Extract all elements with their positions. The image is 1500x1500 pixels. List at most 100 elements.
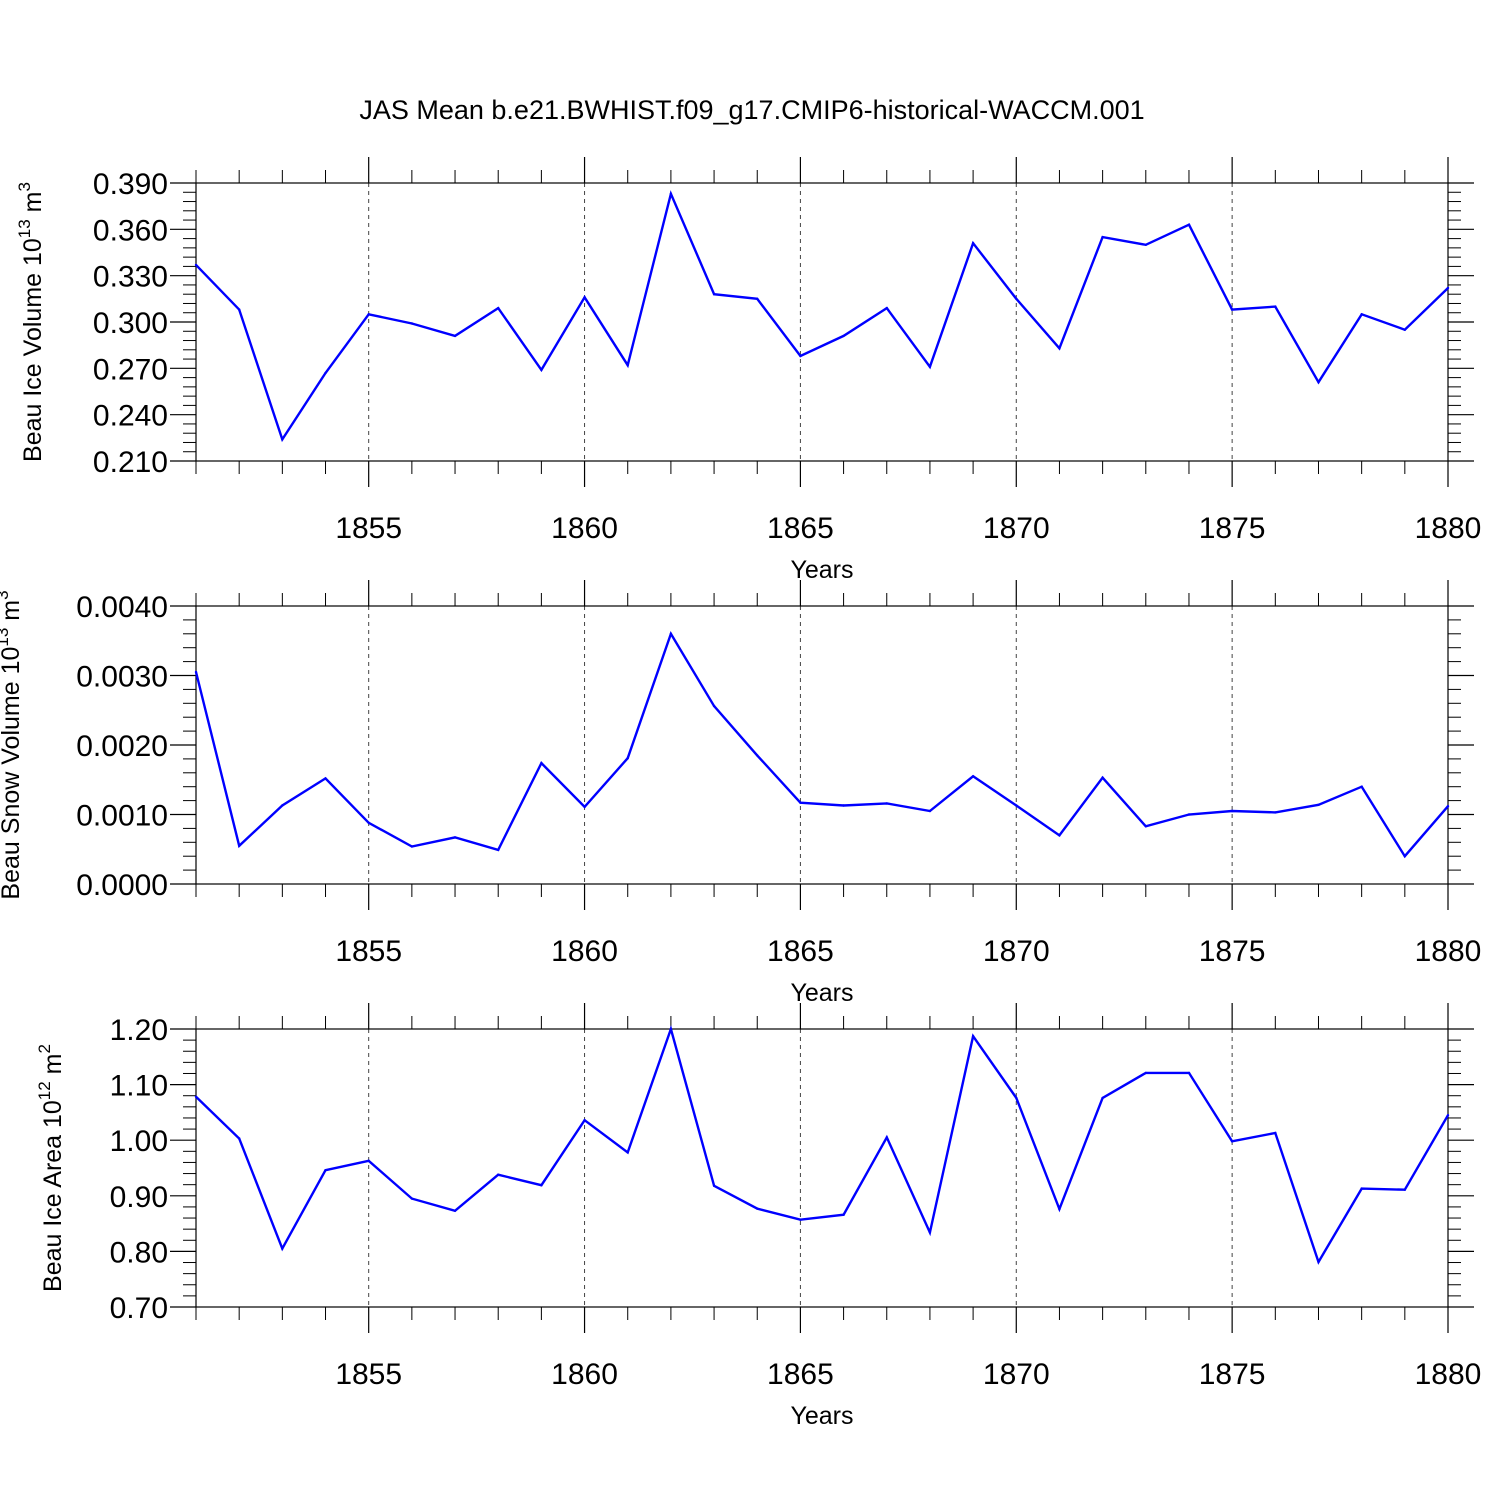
y-axis-label: Beau Ice Area 1012 m2 — [35, 1044, 67, 1292]
data-point — [1317, 803, 1320, 806]
y-tick-label: 0.330 — [93, 261, 168, 294]
data-point — [497, 306, 500, 310]
y-tick-label: 0.240 — [93, 400, 168, 433]
data-point — [885, 802, 888, 805]
data-point — [712, 1184, 716, 1188]
data-point — [410, 845, 414, 848]
x-tick-label: 1865 — [767, 1358, 834, 1391]
data-point — [1058, 347, 1061, 350]
data-point — [756, 754, 759, 757]
data-point — [842, 804, 845, 807]
x-tick-label: 1875 — [1199, 935, 1266, 968]
x-tick-label: 1865 — [767, 512, 834, 545]
data-point — [238, 844, 241, 847]
y-tick-label: 0.80 — [110, 1236, 168, 1269]
y-tick-label: 0.0030 — [76, 661, 168, 694]
data-point — [453, 334, 457, 338]
x-tick-label: 1870 — [983, 512, 1050, 545]
data-point — [928, 365, 932, 368]
y-tick-label: 0.390 — [93, 168, 168, 201]
data-point — [971, 242, 975, 245]
data-point — [885, 306, 888, 310]
data-point — [1360, 1187, 1363, 1190]
y-tick-label: 0.0000 — [76, 869, 168, 902]
y-tick-label: 0.210 — [93, 446, 168, 479]
data-point — [281, 438, 284, 441]
x-tick-label: 1860 — [551, 935, 618, 968]
y-tick-label: 0.0020 — [76, 730, 168, 763]
data-point — [842, 1213, 845, 1216]
data-point — [1058, 1207, 1061, 1211]
data-point — [583, 1119, 586, 1122]
data-point — [842, 334, 845, 338]
plot-frame — [195, 182, 1449, 462]
data-point — [367, 821, 370, 824]
y-tick-label: 0.300 — [93, 307, 168, 340]
data-point — [1101, 1096, 1104, 1100]
data-point — [1317, 381, 1320, 384]
data-point — [669, 632, 673, 635]
data-point — [1446, 1114, 1450, 1117]
data-point — [669, 1027, 673, 1031]
x-tick-label: 1880 — [1415, 512, 1482, 545]
y-tick-label: 0.360 — [93, 214, 168, 247]
y-axis-label-text: Beau Snow Volume 1013 m3 — [0, 590, 25, 899]
data-point — [1101, 235, 1104, 239]
data-point — [410, 322, 414, 325]
y-tick-label: 0.270 — [93, 353, 168, 386]
data-point — [799, 801, 802, 804]
data-point — [497, 848, 500, 852]
data-point — [540, 1184, 543, 1187]
data-point — [324, 777, 327, 780]
data-point — [626, 364, 629, 367]
data-point — [583, 296, 586, 299]
plot-frame — [195, 1028, 1449, 1308]
data-point — [1274, 305, 1277, 308]
data-point — [1446, 286, 1450, 290]
data-point — [971, 1035, 975, 1038]
data-point — [1058, 834, 1061, 837]
data-point — [928, 809, 932, 813]
data-point — [367, 313, 370, 316]
data-point — [1403, 1188, 1407, 1191]
data-point — [669, 192, 673, 195]
x-tick-label: 1855 — [335, 512, 402, 545]
data-point — [540, 761, 543, 765]
data-point — [1144, 243, 1148, 246]
x-tick-label: 1875 — [1199, 1358, 1266, 1391]
plot-frame — [195, 605, 1449, 885]
data-point — [626, 757, 629, 760]
data-point — [1230, 809, 1234, 813]
data-point — [1317, 1260, 1320, 1264]
panel-ice-volume: 0.390 0.360 0.330 0.300 0.270 0.240 0.210 1855 1… — [15, 157, 1481, 584]
x-axis-label: Years — [790, 1402, 853, 1430]
data-point — [971, 775, 975, 778]
data-point — [1230, 1140, 1234, 1143]
data-point — [453, 836, 457, 839]
data-point — [885, 1136, 888, 1139]
data-point — [799, 1218, 802, 1221]
x-tick-label: 1870 — [983, 1358, 1050, 1391]
data-point — [712, 293, 716, 296]
data-point — [1230, 308, 1234, 311]
data-point — [1274, 1131, 1277, 1135]
x-tick-label: 1855 — [335, 935, 402, 968]
data-point — [281, 804, 284, 807]
data-point — [626, 1151, 629, 1154]
y-axis-label: Beau Snow Volume 1013 m3 — [0, 590, 25, 899]
data-point — [1403, 855, 1407, 858]
data-point — [712, 704, 716, 708]
series-line — [195, 1024, 1450, 1265]
panel-ice-area: 1.20 1.10 1.00 0.90 0.80 0.70 1855 1860 1865 1870… — [35, 1003, 1481, 1430]
data-point — [1015, 804, 1018, 807]
data-point — [194, 670, 198, 674]
series-line — [194, 630, 1449, 859]
data-point — [583, 805, 586, 809]
data-point — [1144, 1071, 1148, 1075]
data-point — [194, 263, 198, 267]
x-tick-label: 1880 — [1415, 935, 1482, 968]
y-tick-label: 0.0010 — [76, 800, 168, 833]
y-tick-label: 0.90 — [110, 1181, 168, 1214]
x-tick-label: 1880 — [1415, 1358, 1482, 1391]
data-point — [756, 297, 759, 300]
